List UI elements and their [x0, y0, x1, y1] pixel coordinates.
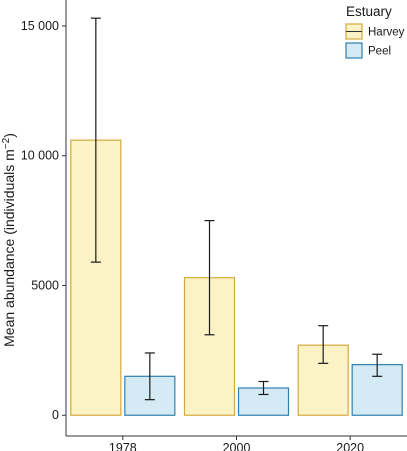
- bars-layer: [70, 139, 403, 416]
- legend: Estuary Harvey Peel: [345, 4, 405, 59]
- y-axis-title-superscript: −2: [1, 137, 12, 149]
- x-tick-label-2020: 2020: [336, 441, 364, 451]
- legend-title: Estuary: [346, 4, 392, 19]
- y-tick-label-5000: 5000: [31, 278, 59, 292]
- x-tick-label-1978: 1978: [109, 441, 137, 451]
- error-bars-layer: [90, 17, 383, 401]
- x-tick-label-2000: 2000: [223, 441, 251, 451]
- y-tick-label-10000: 10 000: [21, 149, 59, 163]
- legend-swatch-peel: [345, 42, 363, 59]
- legend-label-peel: Peel: [368, 46, 391, 58]
- y-tick-label-0: 0: [52, 408, 59, 422]
- legend-label-harvey: Harvey: [368, 27, 405, 39]
- y-axis-title-close: ): [1, 133, 17, 138]
- bar-harvey-2020: [297, 344, 349, 416]
- y-axis-title: Mean abundance (individuals m−2): [1, 133, 17, 347]
- y-tick-label-15000: 15 000: [21, 19, 59, 33]
- bar-peel-2000: [237, 387, 290, 416]
- axes-layer: 1978 2000 2020 0 5000 10 000 15 000: [21, 0, 407, 451]
- y-axis-title-main: Mean abundance (individuals m: [1, 149, 17, 347]
